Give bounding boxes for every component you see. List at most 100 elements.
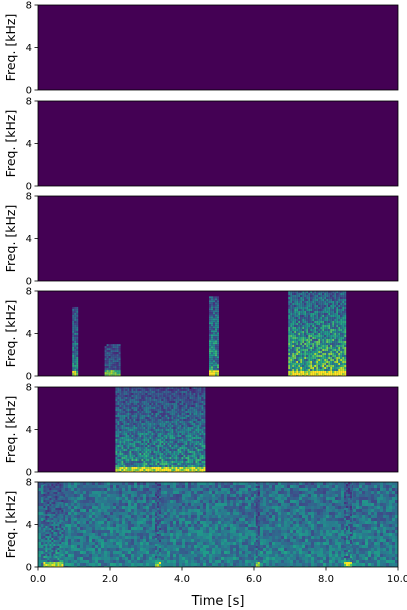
spectrogram-cell [211, 314, 213, 317]
spectrogram-cell [187, 419, 190, 421]
spectrogram-cell [171, 421, 174, 423]
spectrogram-cell [141, 469, 144, 471]
spectrogram-cell [310, 365, 313, 367]
spectrogram-cell [116, 488, 119, 491]
spectrogram-cell [83, 500, 86, 503]
spectrogram-cell [163, 449, 166, 451]
spectrogram-cell [164, 482, 167, 485]
spectrogram-cell [334, 373, 337, 375]
spectrogram-cell [164, 494, 167, 497]
spectrogram-cell [217, 356, 219, 359]
spectrogram-cell [129, 471, 132, 472]
spectrogram-cell [161, 425, 164, 427]
spectrogram-cell [133, 457, 136, 459]
spectrogram-cell [290, 335, 293, 337]
spectrogram-cell [62, 515, 65, 518]
spectrogram-cell [185, 465, 188, 467]
spectrogram-cell [161, 427, 164, 429]
spectrogram-cell [170, 548, 173, 551]
spectrogram-cell [163, 465, 166, 467]
spectrogram-cell [104, 506, 107, 509]
spectrogram-cell [189, 463, 192, 465]
spectrogram-cell [187, 435, 190, 437]
spectrogram-cell [217, 338, 219, 341]
spectrogram-cell [149, 393, 152, 395]
spectrogram-cell [143, 512, 146, 515]
spectrogram-cell [211, 358, 213, 361]
spectrogram-cell [169, 447, 172, 449]
spectrogram-cell [128, 566, 131, 567]
spectrogram-cell [320, 345, 323, 347]
spectrogram-cell [161, 405, 164, 407]
spectrogram-cell [330, 323, 333, 325]
spectrogram-cell [175, 429, 178, 431]
spectrogram-cell [199, 465, 202, 467]
spectrogram-cell [175, 401, 178, 403]
spectrogram-cell [173, 536, 176, 539]
spectrogram-cell [292, 295, 295, 297]
spectrogram-cell [149, 403, 152, 405]
spectrogram-cell [294, 325, 297, 327]
spectrogram-cell [110, 545, 113, 548]
spectrogram-cell [211, 362, 213, 365]
spectrogram-cell [195, 461, 198, 463]
spectrogram-cell [344, 371, 347, 373]
spectrogram-cell [316, 337, 319, 339]
spectrogram-cell [76, 350, 79, 353]
spectrogram-cell [213, 352, 215, 355]
spectrogram-cell [74, 506, 77, 509]
spectrogram-cell [171, 389, 174, 391]
spectrogram-cell [127, 395, 130, 397]
spectrogram-cell [318, 369, 321, 371]
spectrogram-cell [296, 299, 299, 301]
spectrogram-cell [215, 358, 217, 361]
spectrogram-cell [298, 305, 301, 307]
spectrogram-cell [125, 395, 128, 397]
spectrogram-cell [197, 431, 200, 433]
spectrogram-cell [137, 431, 140, 433]
spectrogram-cell [116, 364, 119, 367]
spectrogram-cell [143, 527, 146, 530]
spectrogram-cell [137, 451, 140, 453]
spectrogram-cell [143, 539, 146, 542]
spectrogram-cell [164, 518, 167, 521]
spectrogram-cell [147, 393, 150, 395]
spectrogram-cell [181, 423, 184, 425]
spectrogram-cell [310, 331, 313, 333]
spectrogram-cell [288, 321, 291, 323]
spectrogram-cell [117, 427, 120, 429]
spectrogram-cell [181, 407, 184, 409]
spectrogram-cell [135, 431, 138, 433]
spectrogram-cell [139, 407, 142, 409]
spectrogram-cell [107, 494, 110, 497]
spectrogram-cell [153, 435, 156, 437]
spectrogram-cell [101, 548, 104, 551]
spectrogram-cell [161, 439, 164, 441]
spectrogram-cell [211, 302, 213, 305]
spectrogram-cell [153, 389, 156, 391]
spectrogram-cell [77, 524, 80, 527]
spectrogram-cell [71, 548, 74, 551]
spectrogram-cell [159, 395, 162, 397]
spectrogram-cell [108, 370, 111, 373]
spectrogram-cell [189, 465, 192, 467]
spectrogram-cell [300, 299, 303, 301]
spectrogram-cell [159, 437, 162, 439]
spectrogram-cell [217, 372, 219, 375]
spectrogram-cell [294, 363, 297, 365]
spectrogram-cell [161, 443, 164, 445]
spectrogram-cell [101, 530, 104, 533]
spectrogram-cell [157, 397, 160, 399]
spectrogram-cell [310, 357, 313, 359]
spectrogram-cell [167, 554, 170, 557]
spectrogram-cell [116, 509, 119, 512]
spectrogram-cell [83, 566, 86, 567]
spectrogram-cell [292, 313, 295, 315]
spectrogram-cell [211, 368, 213, 371]
spectrogram-cell [195, 447, 198, 449]
spectrogram-cell [149, 491, 152, 494]
spectrogram-cell [165, 441, 168, 443]
spectrogram-cell [143, 503, 146, 506]
spectrogram-cell [302, 305, 305, 307]
